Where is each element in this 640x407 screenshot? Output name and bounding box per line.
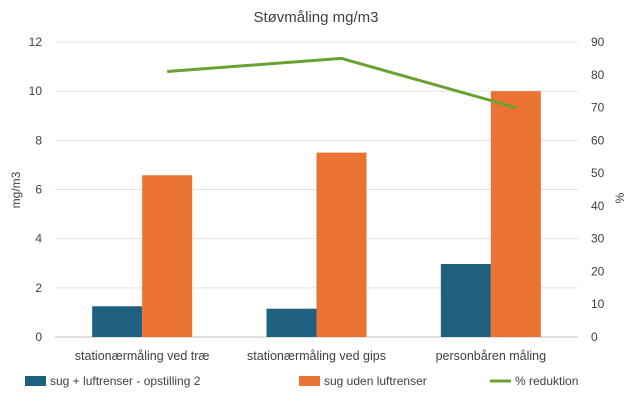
- bar-with-purifier: [266, 308, 317, 337]
- bar-with-purifier: [440, 263, 491, 337]
- right-tick-label: 20: [591, 264, 605, 278]
- right-tick-label: 90: [591, 35, 605, 49]
- category-label: stationærmåling ved træ: [75, 349, 210, 363]
- left-axis-label: mg/m3: [9, 171, 23, 208]
- reduction-line: [167, 56, 517, 109]
- right-axis-label: %: [613, 192, 627, 203]
- right-tick-label: 0: [591, 330, 598, 344]
- bar-with-purifier: [92, 306, 143, 337]
- bar-without-purifier: [142, 175, 193, 337]
- category-labels: stationærmåling ved træ stationærmåling v…: [75, 349, 546, 363]
- bar-without-purifier: [490, 91, 541, 338]
- legend-swatch: [299, 376, 320, 386]
- bars: [92, 91, 541, 338]
- left-tick-label: 4: [35, 232, 42, 246]
- left-tick-label: 10: [29, 84, 43, 98]
- right-tick-label: 60: [591, 133, 605, 147]
- left-axis-ticks: 0 2 4 6 8 10 12: [29, 35, 43, 344]
- right-tick-label: 50: [591, 166, 605, 180]
- right-tick-label: 30: [591, 232, 605, 246]
- right-tick-label: 10: [591, 297, 605, 311]
- category-label: personbåren måling: [436, 349, 547, 363]
- legend-swatch: [25, 376, 46, 386]
- line-series-reduction: [167, 56, 517, 109]
- legend-label: sug uden luftrenser: [324, 374, 427, 388]
- legend-label: sug + luftrenser - opstilling 2: [50, 374, 201, 388]
- legend-label: % reduktion: [515, 374, 578, 388]
- right-tick-label: 70: [591, 101, 605, 115]
- left-tick-label: 6: [35, 183, 42, 197]
- right-tick-label: 80: [591, 68, 605, 82]
- legend: sug + luftrenser - opstilling 2 sug uden …: [25, 374, 578, 388]
- left-tick-label: 8: [35, 133, 42, 147]
- chart-title: Støvmåling mg/m3: [253, 9, 378, 26]
- left-tick-label: 2: [35, 281, 42, 295]
- category-label: stationærmåling ved gips: [247, 349, 386, 363]
- left-tick-label: 0: [35, 330, 42, 344]
- right-axis-ticks: 0 10 20 30 40 50 60 70 80 90: [591, 35, 605, 344]
- right-tick-label: 40: [591, 199, 605, 213]
- left-tick-label: 12: [29, 35, 43, 49]
- bar-without-purifier: [316, 152, 367, 337]
